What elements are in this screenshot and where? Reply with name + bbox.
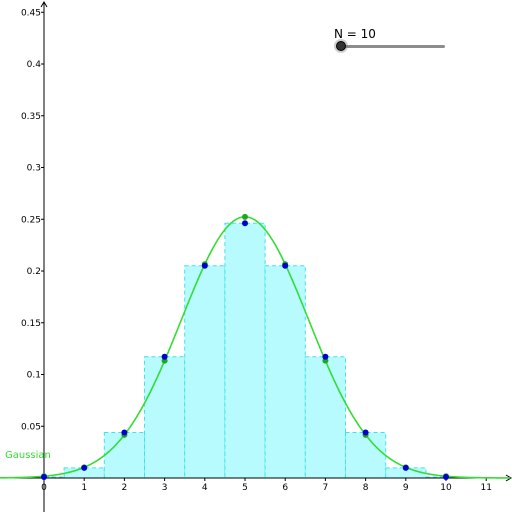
binomial-point-8 (362, 429, 369, 436)
slider-value-label: N = 10 (334, 27, 376, 41)
y-tick-label-0.05: 0.05 (21, 422, 41, 432)
y-tick-label-0.45: 0.45 (21, 8, 41, 18)
y-tick-label-0.15: 0.15 (21, 319, 41, 329)
tick-labels: 0 1 2 3 4 5 6 7 8 9 10 11 0.05 0.1 0.15 0.2 0.25 0.3 0.35 0… (21, 8, 492, 493)
x-tick-label-0: 0 (41, 483, 47, 493)
y-axis-arrow (40, 1, 48, 8)
gaussian-label: Gaussian (5, 450, 51, 461)
binomial-point-5 (242, 220, 248, 227)
bar-5 (224, 222, 266, 479)
y-tick-label-0.2: 0.2 (27, 267, 41, 277)
binomial-point-0 (41, 473, 47, 480)
x-tick-label-10: 10 (440, 483, 452, 493)
binomial-point-2 (121, 429, 128, 436)
x-tick-label-4: 4 (202, 483, 208, 493)
bar-4 (184, 265, 226, 479)
gaussian-point-5 (242, 213, 248, 220)
x-tick-label-11: 11 (480, 483, 491, 493)
x-tick-label-1: 1 (81, 483, 87, 493)
y-tick-label-0.4: 0.4 (27, 60, 42, 70)
y-tick-label-0.1: 0.1 (27, 371, 41, 381)
y-tick-label-0.25: 0.25 (21, 215, 41, 225)
x-axis-arrow (505, 474, 512, 482)
x-tick-label-2: 2 (122, 483, 128, 493)
binomial-point-3 (161, 353, 168, 360)
x-tick-label-8: 8 (363, 483, 369, 493)
binomial-point-10 (443, 473, 449, 480)
bar-3 (144, 356, 186, 479)
x-tick-label-6: 6 (282, 483, 288, 493)
bar-8 (345, 432, 387, 479)
binomial-point-9 (402, 464, 409, 471)
bar-6 (264, 265, 306, 479)
x-tick-label-9: 9 (403, 483, 409, 493)
bar-2 (103, 432, 146, 479)
y-tick-label-0.35: 0.35 (21, 112, 41, 122)
binomial-point-6 (282, 262, 289, 269)
binomial-point-4 (201, 262, 208, 269)
x-tick-label-3: 3 (162, 483, 168, 493)
y-tick-label-0.3: 0.3 (27, 164, 41, 174)
slider-track[interactable] (341, 45, 445, 48)
binomial-point-7 (322, 353, 329, 360)
x-tick-label-5: 5 (242, 483, 248, 493)
slider-knob[interactable] (336, 41, 346, 51)
binomial-point-1 (81, 464, 88, 471)
bar-7 (304, 356, 346, 479)
x-tick-label-7: 7 (323, 483, 329, 493)
histogram-bars (23, 222, 467, 479)
data-points (41, 213, 449, 480)
